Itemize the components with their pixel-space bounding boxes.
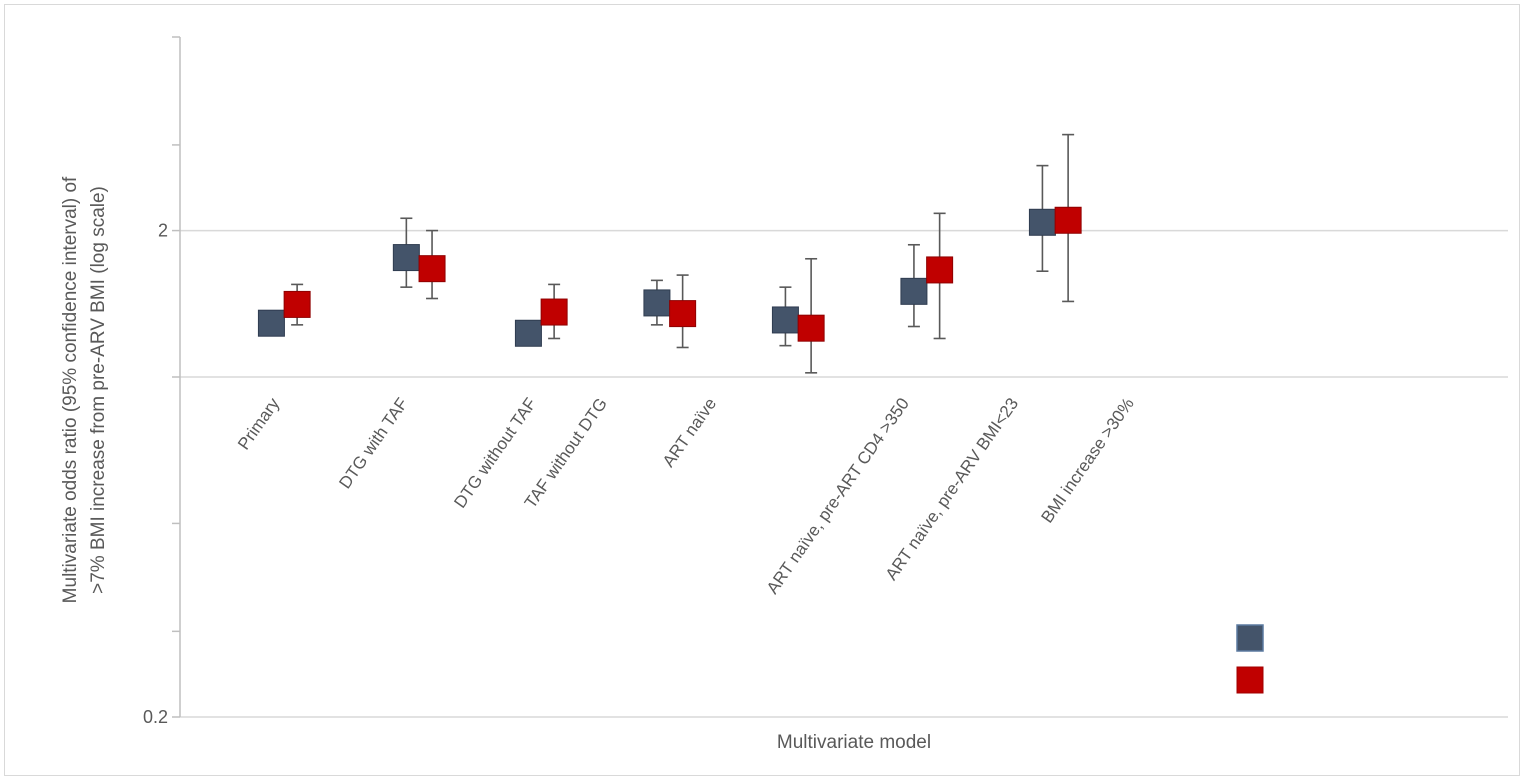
y-tick-label: 0.2	[143, 707, 168, 727]
marker-series-2	[540, 298, 568, 326]
category-label: ART naïve	[659, 394, 720, 470]
marker-series-1	[771, 306, 799, 334]
marker-series-2	[926, 256, 954, 284]
marker-series-2	[797, 314, 825, 342]
marker-series-2	[418, 255, 446, 283]
marker-series-1	[392, 244, 420, 272]
category-label: Primary	[234, 394, 283, 453]
y-tick-label: 2	[158, 221, 168, 241]
marker-series-1	[1028, 208, 1056, 236]
marker-series-1	[643, 289, 671, 317]
error-bars	[265, 133, 1075, 374]
marker-series-2	[1054, 206, 1082, 234]
marker-series-2	[669, 300, 697, 328]
x-axis-title: Multivariate model	[777, 732, 931, 753]
marker-series-2	[283, 290, 311, 318]
y-axis-title-line-1: Multivariate odds ratio (95% confidence …	[60, 176, 81, 603]
legend	[1236, 624, 1264, 694]
legend-marker-series-1	[1236, 624, 1264, 652]
category-label: DTG with TAF	[335, 394, 411, 492]
category-label: ART naïve, pre-ARV BMI<23	[882, 394, 1022, 583]
y-axis	[172, 36, 181, 718]
chart-frame	[4, 4, 1520, 776]
point-markers	[257, 206, 1082, 347]
marker-series-1	[900, 277, 928, 305]
gridlines	[180, 229, 1508, 718]
legend-marker-series-2	[1236, 666, 1264, 694]
y-axis-title-line-2: >7% BMI increase from pre-ARV BMI (log s…	[88, 186, 109, 594]
y-tick-labels: 0.22	[143, 221, 168, 727]
category-label: BMI increase >30%	[1037, 394, 1137, 526]
marker-series-1	[514, 319, 542, 347]
marker-series-1	[257, 309, 285, 337]
